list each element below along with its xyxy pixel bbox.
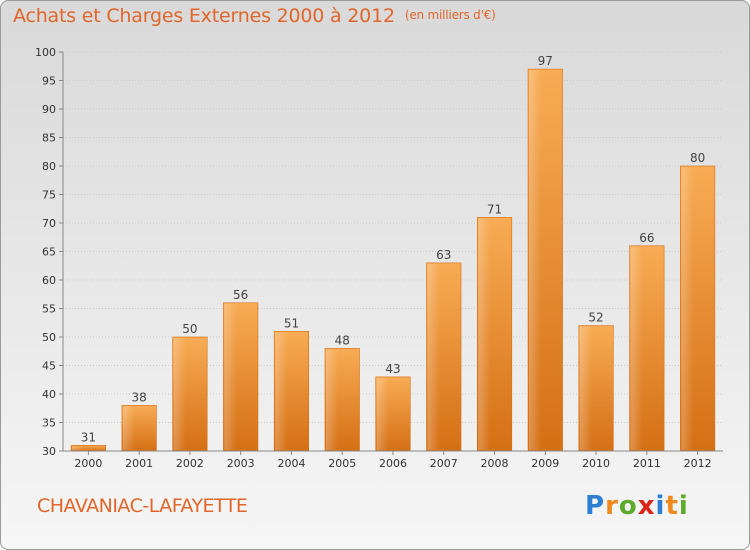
x-tick-label: 2002 bbox=[176, 457, 204, 470]
data-label: 31 bbox=[81, 430, 96, 444]
y-tick-label: 40 bbox=[42, 388, 56, 401]
data-label: 51 bbox=[284, 316, 299, 330]
y-tick-label: 45 bbox=[42, 360, 56, 373]
y-tick-label: 65 bbox=[42, 246, 56, 259]
data-label: 66 bbox=[639, 231, 654, 245]
chart-title: Achats et Charges Externes 2000 à 2012 (e… bbox=[13, 5, 496, 27]
data-label: 71 bbox=[487, 202, 502, 216]
commune-name: CHAVANIAC-LAFAYETTE bbox=[37, 495, 248, 517]
bar-highlight bbox=[173, 338, 186, 450]
bar-highlight bbox=[72, 446, 85, 450]
logo-letter: x bbox=[637, 491, 656, 521]
x-tick-label: 2005 bbox=[328, 457, 356, 470]
data-label: 63 bbox=[436, 248, 451, 262]
logo-letter: P bbox=[585, 491, 606, 521]
x-tick-label: 2003 bbox=[227, 457, 255, 470]
logo-letter: r bbox=[605, 491, 619, 521]
x-tick-label: 2000 bbox=[74, 457, 102, 470]
y-tick-label: 75 bbox=[42, 189, 56, 202]
x-tick-label: 2011 bbox=[633, 457, 661, 470]
bar-highlight bbox=[529, 70, 542, 450]
y-tick-label: 30 bbox=[42, 445, 56, 458]
y-tick-label: 50 bbox=[42, 331, 56, 344]
bar-chart: 31 38 50 56 51 48 43 63 71 97 52 66 80 30 35 40 45 50 55 6… bbox=[35, 46, 723, 470]
bars bbox=[70, 68, 716, 452]
logo-letter: i bbox=[655, 491, 666, 521]
y-axis: 30 35 40 45 50 55 60 65 70 75 80 85 90 95 100 bbox=[35, 46, 64, 458]
x-tick-label: 2004 bbox=[277, 457, 305, 470]
data-label: 80 bbox=[690, 151, 705, 165]
x-axis: 2000 2001 2002 2003 2004 2005 2006 2007 2008 2009… bbox=[63, 450, 723, 470]
bar-highlight bbox=[122, 406, 135, 450]
bar-highlight bbox=[427, 263, 440, 450]
data-label: 38 bbox=[132, 390, 147, 404]
chart-title-text: Achats et Charges Externes 2000 à 2012 bbox=[13, 5, 395, 27]
bar-highlight bbox=[681, 167, 694, 450]
y-tick-label: 100 bbox=[35, 46, 56, 59]
bar-highlight bbox=[630, 246, 643, 450]
y-tick-label: 95 bbox=[42, 75, 56, 88]
y-tick-label: 70 bbox=[42, 217, 56, 230]
x-tick-label: 2007 bbox=[430, 457, 458, 470]
bar-highlight bbox=[275, 332, 288, 450]
x-tick-label: 2009 bbox=[531, 457, 559, 470]
y-tick-label: 85 bbox=[42, 132, 56, 145]
bar-highlight bbox=[224, 303, 237, 450]
data-label: 48 bbox=[335, 333, 350, 347]
bar-highlight bbox=[325, 349, 339, 450]
x-tick-label: 2006 bbox=[379, 457, 407, 470]
bar-highlight bbox=[376, 377, 389, 450]
x-tick-label: 2010 bbox=[582, 457, 610, 470]
chart-unit-note: (en milliers d'€) bbox=[404, 8, 496, 22]
proxiti-logo: Proxiti bbox=[585, 491, 689, 521]
data-label: 97 bbox=[538, 54, 553, 68]
logo-letter: o bbox=[618, 491, 638, 521]
y-tick-label: 60 bbox=[42, 274, 56, 287]
data-label: 43 bbox=[385, 362, 400, 376]
y-tick-label: 90 bbox=[42, 103, 56, 116]
data-labels: 31 38 50 56 51 48 43 63 71 97 52 66 80 bbox=[81, 54, 706, 444]
x-tick-label: 2001 bbox=[125, 457, 153, 470]
bar-highlight bbox=[478, 218, 491, 450]
y-tick-label: 55 bbox=[42, 303, 56, 316]
x-tick-label: 2012 bbox=[684, 457, 712, 470]
logo-letter: i bbox=[678, 491, 689, 521]
x-tick-label: 2008 bbox=[481, 457, 509, 470]
bar-highlight bbox=[579, 326, 592, 450]
data-label: 56 bbox=[233, 288, 248, 302]
logo-letter: t bbox=[665, 491, 679, 521]
data-label: 50 bbox=[182, 322, 197, 336]
y-tick-label: 35 bbox=[42, 417, 56, 430]
y-tick-label: 80 bbox=[42, 160, 56, 173]
data-label: 52 bbox=[588, 311, 603, 325]
